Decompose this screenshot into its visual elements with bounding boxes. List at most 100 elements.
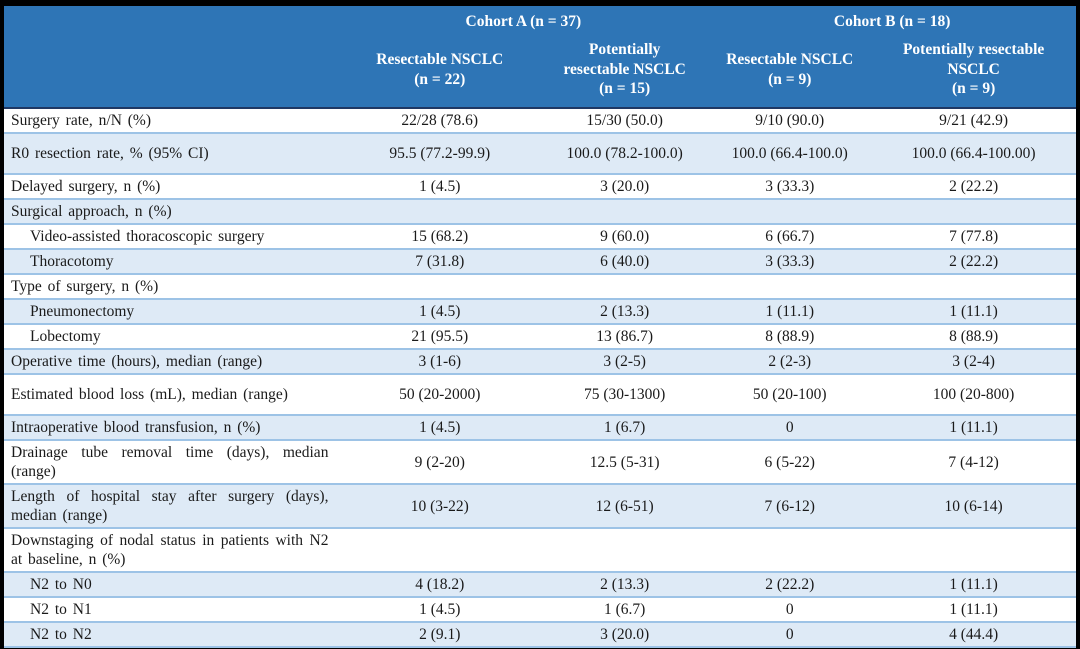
cell-value: 10 (3-22) [338, 483, 542, 528]
cell-value: 1 (6.7) [541, 414, 709, 440]
row-label: Operative time (hours), median (range) [4, 348, 339, 374]
cell-value [871, 527, 1076, 572]
cell-value: 1 (6.7) [541, 596, 709, 622]
table-row: Estimated blood loss (mL), median (range… [4, 373, 1076, 415]
cohort-b-header: Cohort B (n = 18) [708, 6, 1076, 32]
row-label: N2 to N0 [4, 571, 339, 597]
column-header-resectable-b: Resectable NSCLC (n = 9) [708, 32, 872, 108]
row-label: R0 resection rate, % (95% CI) [4, 132, 339, 174]
table-body: Surgery rate, n/N (%) 22/28 (78.6) 15/30 (… [4, 107, 1076, 649]
table-row: Thoracotomy 7 (31.8) 6 (40.0) 3 (33.3) 2 (22… [4, 248, 1076, 274]
table-row: Operative time (hours), median (range) 3 … [4, 348, 1076, 374]
surgery-outcomes-table-container: Cohort A (n = 37) Cohort B (n = 18) Rese… [4, 6, 1076, 649]
cell-value [871, 198, 1076, 224]
row-label: Delayed surgery, n (%) [4, 173, 339, 199]
cell-value: 3 (20.0) [541, 173, 709, 199]
cell-value: 3 (33.3) [708, 248, 872, 274]
cell-value: 3 (1-6) [338, 348, 542, 374]
column-header-resectable-a: Resectable NSCLC (n = 22) [338, 32, 542, 108]
cell-value: 7 (77.8) [871, 223, 1076, 249]
cell-value: 1 (11.1) [708, 298, 872, 324]
cell-value: 1 (4.5) [338, 298, 542, 324]
cell-value: 6 (40.0) [541, 248, 709, 274]
row-label: Thoracotomy [4, 248, 339, 274]
cell-value: 1 (11.1) [871, 596, 1076, 622]
cell-value: 2 (9.1) [338, 621, 542, 647]
table-row: R0 resection rate, % (95% CI) 95.5 (77.2-… [4, 132, 1076, 174]
cell-value: 22/28 (78.6) [338, 107, 542, 133]
table-row: Pneumonectomy 1 (4.5) 2 (13.3) 1 (11.1) 1 (1… [4, 298, 1076, 324]
cohort-a-header: Cohort A (n = 37) [338, 6, 709, 32]
cell-value [708, 527, 872, 572]
cell-value: 8 (88.9) [708, 323, 872, 349]
cell-value [708, 273, 872, 299]
cell-value: 4 (44.4) [871, 621, 1076, 647]
table-row: Surgical complications, n (%)1 (4.5)3 (2… [4, 646, 1076, 649]
cell-value: 21 (95.5) [338, 323, 542, 349]
cell-value: 0 [708, 621, 872, 647]
cell-value: 15/30 (50.0) [541, 107, 709, 133]
cell-value: 0 [708, 414, 872, 440]
header-spacer [4, 6, 339, 32]
table-row: Video-assisted thoracoscopic surgery 15 (… [4, 223, 1076, 249]
row-label: Downstaging of nodal status in patients … [4, 527, 339, 572]
row-label: Length of hospital stay after surgery (d… [4, 483, 339, 528]
cell-value: 4 (18.2) [338, 571, 542, 597]
cell-value: 0 [871, 646, 1076, 649]
table-row: N2 to N2 2 (9.1) 3 (20.0) 0 4 (44.4) [4, 621, 1076, 647]
table-row: N2 to N1 1 (4.5) 1 (6.7) 0 1 (11.1) [4, 596, 1076, 622]
cell-value: 6 (5-22) [708, 439, 872, 484]
cell-value: 100.0 (78.2-100.0) [541, 132, 709, 174]
row-label: Estimated blood loss (mL), median (range… [4, 373, 339, 415]
cell-value: 10 (6-14) [871, 483, 1076, 528]
table-row: N2 to N0 4 (18.2) 2 (13.3) 2 (22.2) 1 (11.1) [4, 571, 1076, 597]
table-row: Drainage tube removal time (days), media… [4, 439, 1076, 484]
cell-value: 3 (20.0) [541, 621, 709, 647]
cell-value: 0 [708, 596, 872, 622]
row-label: Surgery rate, n/N (%) [4, 107, 339, 133]
row-label: Surgical approach, n (%) [4, 198, 339, 224]
cell-value: 1 (4.5) [338, 414, 542, 440]
cell-value: 7 (31.8) [338, 248, 542, 274]
cell-value: 3 (33.3) [708, 173, 872, 199]
cell-value: 9/21 (42.9) [871, 107, 1076, 133]
cell-value: 2 (22.2) [708, 571, 872, 597]
cell-value: 1 (4.5) [338, 596, 542, 622]
cell-value: 1 (11.1) [871, 414, 1076, 440]
cell-value [338, 273, 542, 299]
cell-value: 2 (13.3) [541, 298, 709, 324]
surgery-outcomes-table: Cohort A (n = 37) Cohort B (n = 18) Rese… [4, 6, 1076, 649]
cohort-header-row: Cohort A (n = 37) Cohort B (n = 18) [4, 6, 1076, 32]
cell-value [708, 198, 872, 224]
cell-value: 7 (6-12) [708, 483, 872, 528]
cell-value: 2 (22.2) [871, 248, 1076, 274]
subgroup-header-row: Resectable NSCLC (n = 22) Potentially re… [4, 32, 1076, 108]
cell-value: 3 (2-5) [541, 348, 709, 374]
row-label: Lobectomy [4, 323, 339, 349]
table-row: Intraoperative blood transfusion, n (%) 1… [4, 414, 1076, 440]
cell-value: 75 (30-1300) [541, 373, 709, 415]
cell-value: 2 (2-3) [708, 348, 872, 374]
section-row: Type of surgery, n (%) [4, 273, 1076, 299]
table-header: Cohort A (n = 37) Cohort B (n = 18) Rese… [4, 6, 1076, 108]
cell-value: 2 (22.2) [871, 173, 1076, 199]
row-label: Intraoperative blood transfusion, n (%) [4, 414, 339, 440]
row-label: Surgical complications, n (%) [4, 646, 339, 649]
table-row: Delayed surgery, n (%) 1 (4.5) 3 (20.0) 3 (… [4, 173, 1076, 199]
cell-value: 1 (4.5) [338, 173, 542, 199]
cell-value: 50 (20-100) [708, 373, 872, 415]
cell-value [541, 198, 709, 224]
cell-value: 12 (6-51) [541, 483, 709, 528]
row-label: N2 to N1 [4, 596, 339, 622]
cell-value [338, 198, 542, 224]
section-row: Downstaging of nodal status in patients … [4, 527, 1076, 572]
cell-value: 9 (60.0) [541, 223, 709, 249]
row-label: Video-assisted thoracoscopic surgery [4, 223, 339, 249]
column-header-potentially-resectable-b: Potentially resectable NSCLC (n = 9) [871, 32, 1076, 108]
table-row: Surgery rate, n/N (%) 22/28 (78.6) 15/30 (… [4, 107, 1076, 133]
cell-value: 1 (11.1) [871, 571, 1076, 597]
cell-value: 13 (86.7) [541, 323, 709, 349]
cell-value: 1 (11.1) [871, 298, 1076, 324]
header-spacer [4, 32, 339, 108]
